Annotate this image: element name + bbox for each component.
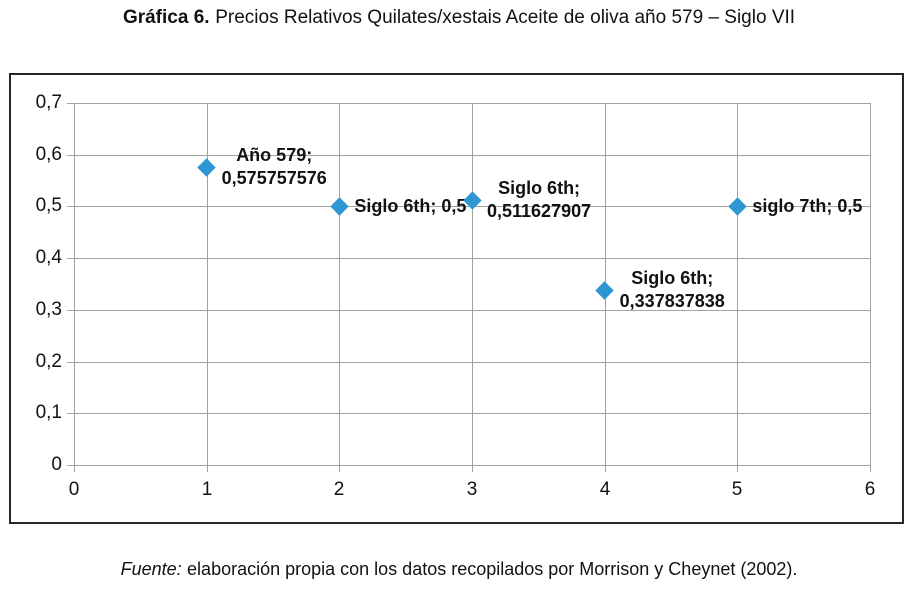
y-tick-label: 0,6 bbox=[35, 144, 62, 165]
chart-figure: 0 0,1 0,2 0,3 0,4 0,5 0,6 0,7 0 1 2 3 4 5 6 Año 579; 0,5… bbox=[9, 73, 904, 524]
y-tick-label: 0 bbox=[51, 454, 62, 475]
y-tick-label: 0,2 bbox=[35, 351, 62, 372]
data-point-label-line: 0,337837838 bbox=[619, 291, 725, 312]
data-point-label-line: 0,511627907 bbox=[487, 201, 592, 222]
data-point-marker bbox=[330, 197, 349, 216]
data-point-label-line: Siglo 6th; bbox=[631, 268, 714, 289]
data-point-label: Siglo 6th; 0,5 bbox=[354, 195, 466, 218]
x-axis-tick bbox=[74, 465, 75, 472]
x-axis-tick bbox=[472, 465, 473, 472]
data-point-label-line: Siglo 6th; bbox=[498, 178, 581, 199]
data-point-label-line: Año 579; bbox=[236, 145, 313, 166]
source-note: Fuente: elaboración propia con los datos … bbox=[0, 559, 918, 580]
x-axis-tick bbox=[339, 465, 340, 472]
y-axis-tick bbox=[67, 258, 74, 259]
y-axis-tick bbox=[67, 155, 74, 156]
x-tick-label: 0 bbox=[68, 479, 80, 500]
gridline-vertical bbox=[74, 103, 75, 465]
x-tick-label: 1 bbox=[201, 479, 213, 500]
y-tick-label: 0,5 bbox=[35, 195, 62, 216]
y-tick-label: 0,7 bbox=[35, 92, 62, 113]
x-axis-tick bbox=[870, 465, 871, 472]
gridline-vertical bbox=[870, 103, 871, 465]
gridline-vertical bbox=[737, 103, 738, 465]
y-axis-tick bbox=[67, 362, 74, 363]
gridline-vertical bbox=[472, 103, 473, 465]
plot-area: 0 0,1 0,2 0,3 0,4 0,5 0,6 0,7 0 1 2 3 4 5 6 Año 579; 0,5… bbox=[36, 92, 876, 500]
data-point-label-line: siglo 7th; 0,5 bbox=[752, 195, 863, 216]
y-axis-tick bbox=[67, 206, 74, 207]
data-point-label-line: Siglo 6th; 0,5 bbox=[354, 195, 467, 216]
page-title-prefix: Gráfica 6. bbox=[122, 7, 210, 28]
y-tick-label: 0,4 bbox=[35, 247, 62, 268]
data-point-label: Siglo 6th; 0,511627907 bbox=[487, 177, 591, 223]
x-tick-label: 6 bbox=[864, 479, 876, 500]
data-point-marker bbox=[197, 158, 216, 177]
x-axis-tick bbox=[605, 465, 606, 472]
x-tick-label: 3 bbox=[466, 479, 478, 500]
y-axis-tick bbox=[67, 413, 74, 414]
y-tick-label: 0,3 bbox=[35, 299, 62, 320]
x-tick-label: 2 bbox=[333, 479, 345, 500]
y-axis-tick bbox=[67, 103, 74, 104]
x-axis-tick bbox=[207, 465, 208, 472]
page-title: Gráfica 6. Precios Relativos Quilates/xes… bbox=[0, 7, 918, 29]
y-axis-tick bbox=[67, 465, 74, 466]
gridline-vertical bbox=[339, 103, 340, 465]
data-point-label: Siglo 6th; 0,337837838 bbox=[620, 267, 725, 313]
x-tick-label: 4 bbox=[599, 479, 611, 500]
y-axis-tick bbox=[67, 310, 74, 311]
y-tick-label: 0,1 bbox=[35, 402, 62, 423]
data-point-marker bbox=[595, 281, 614, 300]
data-point-label-line: 0,575757576 bbox=[221, 168, 327, 189]
source-note-text: elaboración propia con los datos recopil… bbox=[187, 559, 798, 579]
x-tick-label: 5 bbox=[731, 479, 743, 500]
x-axis-tick bbox=[737, 465, 738, 472]
data-point-marker bbox=[728, 197, 747, 216]
page-title-text: Precios Relativos Quilates/xestais Aceit… bbox=[215, 7, 796, 28]
data-point-label: Año 579; 0,575757576 bbox=[222, 144, 327, 190]
source-note-prefix: Fuente: bbox=[120, 559, 182, 579]
gridline-vertical bbox=[207, 103, 208, 465]
data-point-label: siglo 7th; 0,5 bbox=[752, 195, 862, 218]
